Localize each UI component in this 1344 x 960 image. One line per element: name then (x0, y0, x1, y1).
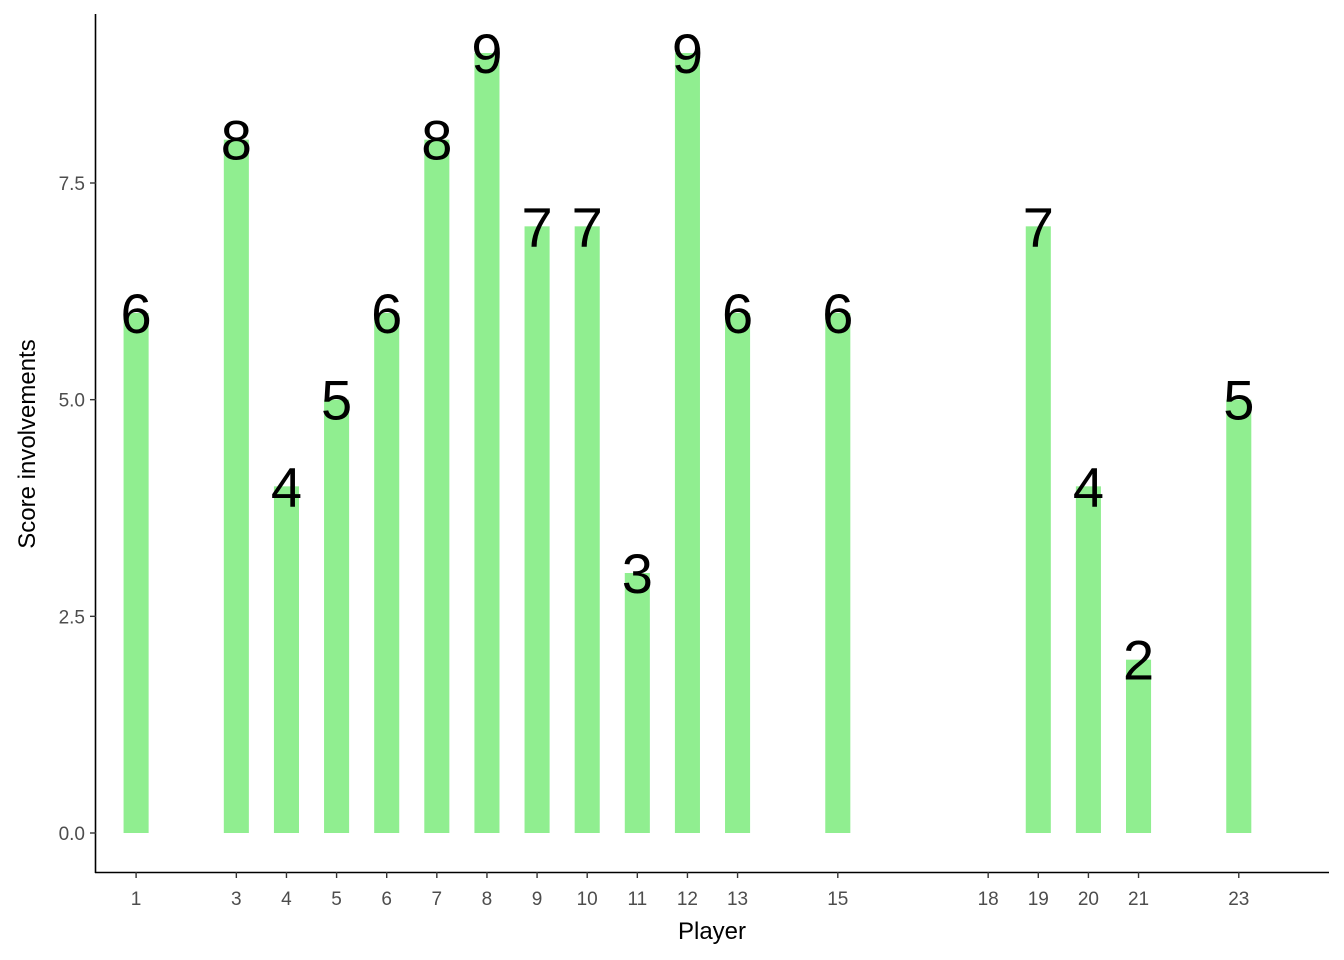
x-tick-label: 10 (577, 889, 598, 910)
bar-player-8 (474, 53, 500, 833)
bar-player-23 (1226, 399, 1252, 833)
x-tick-label: 1 (131, 889, 142, 910)
bar-player-7 (424, 139, 450, 833)
x-tick-label: 7 (432, 889, 443, 910)
x-axis-title: Player (678, 918, 746, 945)
x-tick-label: 8 (482, 889, 493, 910)
bar-value-label: 3 (622, 542, 653, 605)
bar-value-label: 9 (672, 22, 703, 85)
x-tick-label: 4 (281, 889, 292, 910)
x-tick-label: 18 (978, 889, 999, 910)
bar-player-4 (273, 486, 299, 833)
x-tick-label: 23 (1228, 889, 1249, 910)
bars-group (123, 53, 1252, 834)
x-tick-label: 12 (677, 889, 698, 910)
bar-value-label: 7 (1023, 195, 1054, 258)
bar-player-3 (223, 139, 249, 833)
x-tick-label: 9 (532, 889, 543, 910)
x-ticks-group: 1 3 4 5 6 7 8 9 10 11 12 13 15 18 19 20 21 23 (131, 872, 1249, 910)
x-tick-label: 19 (1028, 889, 1049, 910)
bar-value-label: 4 (1073, 455, 1104, 518)
y-tick-label: 0.0 (59, 824, 85, 845)
bar-value-label: 2 (1123, 629, 1154, 692)
y-axis-title: Score involvements (14, 339, 41, 548)
bar-value-label: 8 (421, 109, 452, 172)
bar-value-label: 6 (722, 282, 753, 345)
bar-value-label: 6 (121, 282, 152, 345)
bar-value-label: 9 (471, 22, 502, 85)
bar-player-10 (574, 226, 600, 834)
x-tick-label: 15 (827, 889, 848, 910)
x-tick-label: 13 (727, 889, 748, 910)
x-tick-label: 20 (1078, 889, 1099, 910)
bar-player-1 (123, 313, 149, 833)
x-tick-label: 6 (381, 889, 392, 910)
bar-player-15 (825, 313, 851, 833)
x-tick-label: 11 (627, 889, 647, 910)
bar-value-label: 5 (1223, 369, 1254, 432)
bar-value-label: 7 (572, 195, 603, 258)
bar-value-label: 6 (822, 282, 853, 345)
y-tick-label: 5.0 (59, 391, 85, 412)
bar-player-6 (374, 313, 400, 833)
x-tick-label: 5 (331, 889, 342, 910)
bar-player-11 (624, 573, 650, 833)
x-tick-label: 21 (1128, 889, 1149, 910)
y-tick-label: 2.5 (59, 607, 85, 628)
bar-value-label: 7 (521, 195, 552, 258)
bar-value-label: 8 (221, 109, 252, 172)
bar-player-20 (1075, 486, 1101, 833)
y-tick-label: 7.5 (59, 174, 85, 195)
bar-player-13 (725, 313, 751, 833)
x-tick-label: 3 (231, 889, 242, 910)
y-ticks-group: 0.0 2.5 5.0 7.5 (59, 174, 96, 845)
bar-player-5 (324, 399, 350, 833)
bar-player-12 (674, 53, 700, 833)
bar-value-label: 6 (371, 282, 402, 345)
bar-player-21 (1126, 659, 1152, 833)
bar-player-9 (524, 226, 550, 834)
bar-player-19 (1025, 226, 1051, 834)
bar-value-label: 4 (271, 455, 302, 518)
bar-value-label: 5 (321, 369, 352, 432)
